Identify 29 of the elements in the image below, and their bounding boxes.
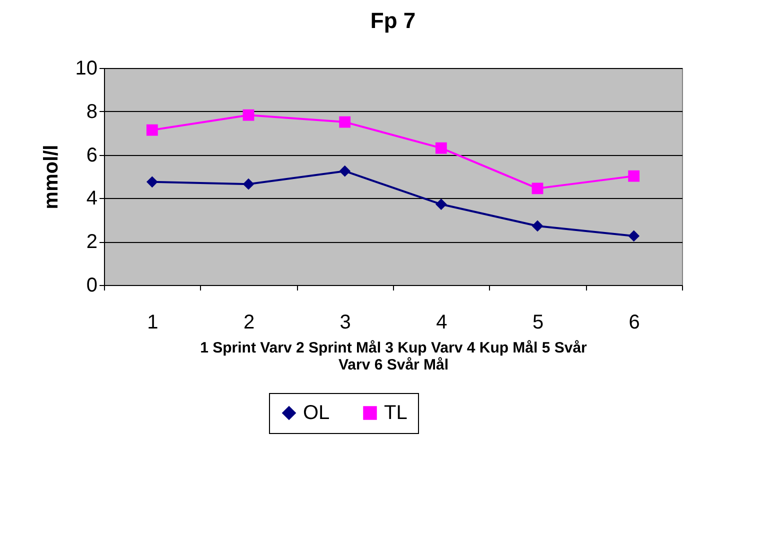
point — [339, 165, 351, 177]
point — [435, 142, 447, 154]
point — [435, 198, 447, 210]
y-tick-label: 2 — [86, 231, 98, 254]
y-tick-label: 6 — [86, 144, 98, 166]
point — [628, 170, 640, 182]
legend-label: TL — [384, 402, 408, 424]
y-tick-label: 8 — [86, 100, 98, 123]
x-axis-title: 1 Sprint Varv 2 Sprint Mål 3 Kup Varv 4 Kup Mål 5 Svår Varv 6 Svår Mål — [200, 340, 588, 374]
chart-title: Fp 7 — [370, 8, 416, 33]
x-tick-label: 2 — [243, 312, 255, 334]
x-tick-label: 5 — [532, 312, 544, 334]
x-tick-label: 6 — [628, 312, 640, 334]
y-tick-label: 10 — [75, 58, 98, 80]
point — [242, 178, 254, 190]
point — [146, 124, 158, 136]
x-tick-label: 4 — [436, 312, 448, 334]
point — [532, 220, 544, 232]
x-tick-label: 1 — [147, 312, 158, 334]
y-tick-label: 0 — [86, 274, 98, 296]
legend-label: OL — [303, 402, 330, 424]
point — [242, 109, 254, 121]
y-axis-title: mmol/l — [40, 144, 62, 210]
x-tick-label: 3 — [340, 312, 351, 334]
point — [628, 230, 640, 242]
point — [339, 116, 351, 128]
y-tick-label: 4 — [86, 188, 98, 210]
point — [532, 182, 544, 194]
point — [146, 176, 158, 188]
